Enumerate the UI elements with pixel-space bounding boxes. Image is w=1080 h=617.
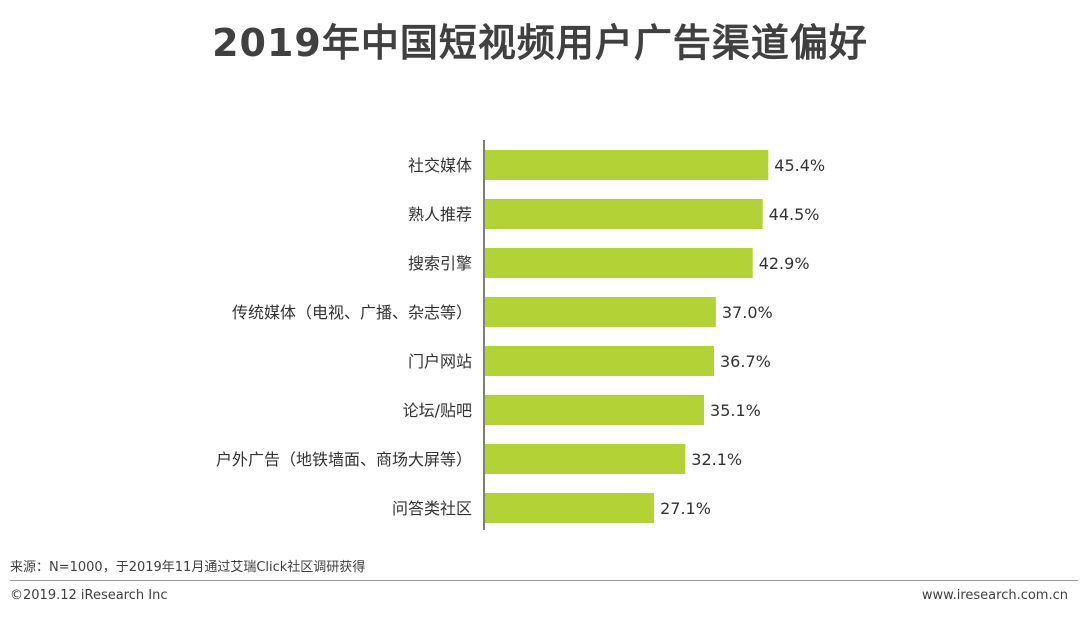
value-label: 37.0% [722, 303, 773, 322]
chart-title: 2019年中国短视频用户广告渠道偏好 [212, 21, 868, 65]
bar [485, 297, 716, 327]
value-label: 27.1% [660, 499, 711, 518]
bar [485, 444, 686, 474]
category-label: 户外广告（地铁墙面、商场大屏等） [216, 450, 472, 469]
website-text: www.iresearch.com.cn [921, 588, 1068, 603]
bar [485, 346, 715, 376]
bar [485, 199, 763, 229]
copyright-text: ©2019.12 iResearch Inc [10, 588, 168, 603]
value-label: 32.1% [691, 450, 742, 469]
bar [485, 248, 753, 278]
bar [485, 150, 769, 180]
value-label: 44.5% [769, 205, 820, 224]
category-label: 熟人推荐 [408, 205, 472, 224]
value-label: 45.4% [774, 156, 825, 175]
category-label: 门户网站 [408, 352, 472, 371]
category-label: 论坛/贴吧 [403, 401, 472, 420]
bar [485, 395, 705, 425]
footer-divider [10, 580, 1078, 581]
category-label: 搜索引擎 [408, 254, 472, 273]
category-label: 社交媒体 [408, 156, 472, 175]
value-label: 36.7% [720, 352, 771, 371]
bar-chart: 社交媒体 45.4% 熟人推荐 44.5% 搜索引擎 42.9% 传统媒体（电视、广播、杂志… [216, 140, 825, 530]
category-label: 传统媒体（电视、广播、杂志等） [232, 303, 472, 322]
bar [485, 493, 655, 523]
source-note: 来源：N=1000，于2019年11月通过艾瑞Click社区调研获得 [10, 560, 366, 575]
value-label: 42.9% [759, 254, 810, 273]
category-label: 问答类社区 [392, 499, 472, 518]
value-label: 35.1% [710, 401, 761, 420]
